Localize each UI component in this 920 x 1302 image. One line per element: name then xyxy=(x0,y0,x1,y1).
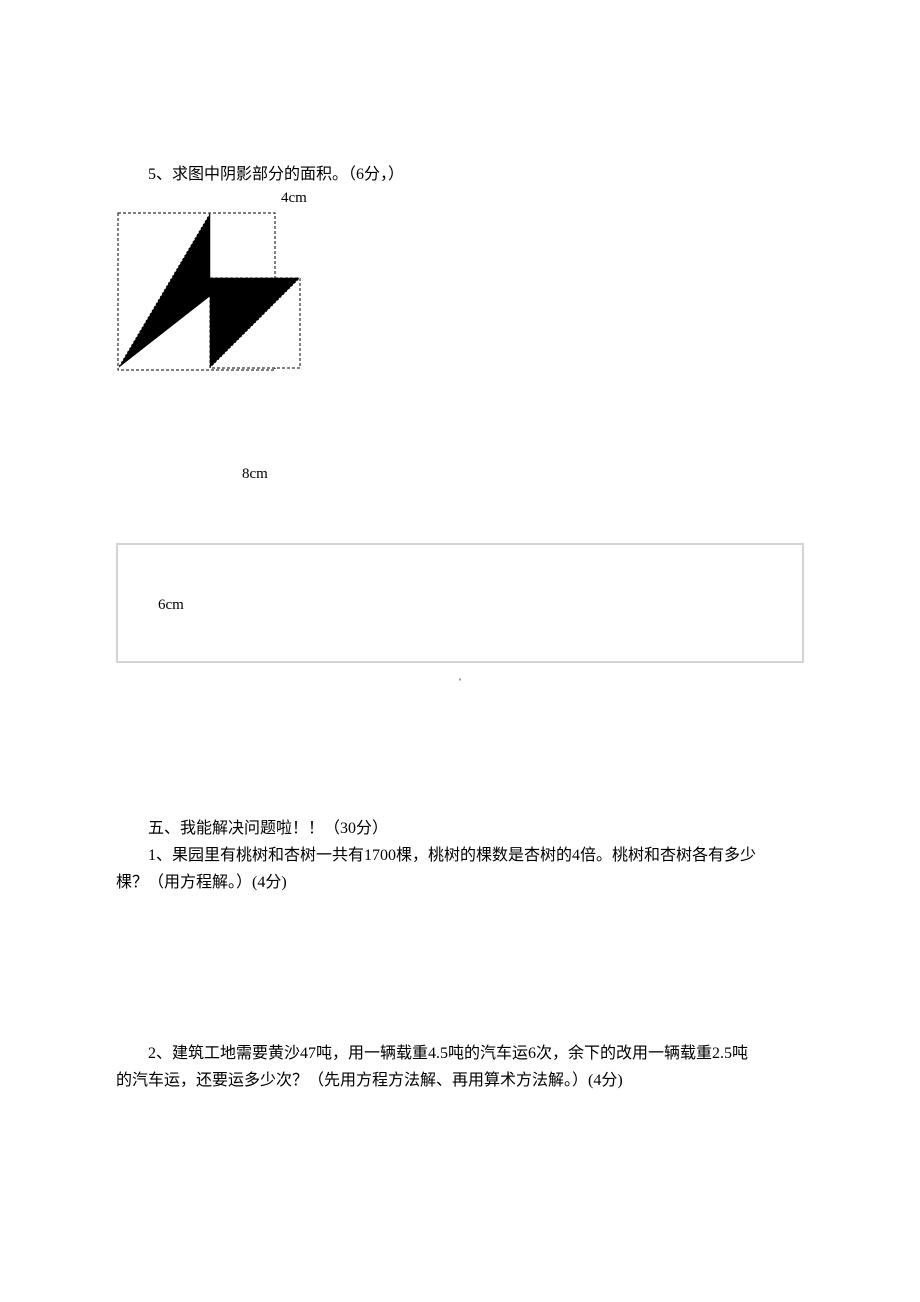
section-5-title: 五、我能解决问题啦！！（30分） xyxy=(148,814,804,838)
question-1-line1: 1、果园里有桃树和杏树一共有1700棵，桃树的棵数是杏树的4倍。桃树和杏树各有多… xyxy=(148,844,804,868)
page-marker: ▪ xyxy=(116,675,804,684)
answer-box: 6cm xyxy=(116,543,804,663)
question-2-line1: 2、建筑工地需要黄沙47吨，用一辆载重4.5吨的汽车运6次，余下的改用一辆载重2… xyxy=(148,1042,804,1066)
shaded-area-diagram xyxy=(116,211,306,371)
dimension-label-4cm: 4cm xyxy=(281,190,804,207)
dimension-label-6cm: 6cm xyxy=(158,597,802,614)
geometry-figure xyxy=(116,211,804,376)
question-2-line2: 的汽车运，还要运多少次？（先用方程方法解、再用算术方法解。）(4分) xyxy=(116,1066,804,1090)
dimension-label-8cm: 8cm xyxy=(242,466,804,483)
question-1-line2: 棵？（用方程解。）(4分) xyxy=(116,868,804,892)
question-5-title: 5、求图中阴影部分的面积。（6分，） xyxy=(148,160,804,184)
